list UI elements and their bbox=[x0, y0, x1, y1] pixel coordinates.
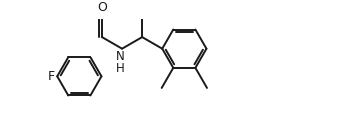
Text: N
H: N H bbox=[116, 50, 125, 75]
Text: O: O bbox=[97, 1, 107, 14]
Text: F: F bbox=[48, 70, 55, 83]
